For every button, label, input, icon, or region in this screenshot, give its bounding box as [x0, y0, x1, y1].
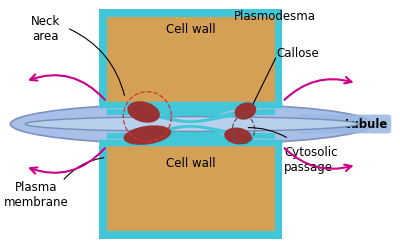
Ellipse shape [124, 125, 171, 145]
Text: Plasma
membrane: Plasma membrane [4, 181, 69, 209]
Ellipse shape [10, 104, 373, 144]
Text: Cell wall: Cell wall [166, 23, 216, 36]
Polygon shape [107, 125, 275, 139]
Ellipse shape [25, 117, 358, 131]
Bar [275, 9, 282, 102]
Text: Plasmodesma: Plasmodesma [233, 10, 315, 23]
Polygon shape [107, 109, 275, 123]
Bar [99, 9, 107, 102]
Bar [107, 146, 275, 239]
Bar [275, 146, 282, 239]
Text: Desmotubule: Desmotubule [301, 118, 388, 130]
Ellipse shape [127, 101, 160, 123]
Bar [99, 9, 282, 17]
Bar [99, 146, 107, 239]
Bar [99, 231, 282, 239]
Polygon shape [99, 121, 282, 146]
Bar [107, 9, 275, 102]
Ellipse shape [234, 102, 256, 120]
Polygon shape [99, 102, 282, 127]
Text: Callose: Callose [277, 47, 320, 60]
Ellipse shape [224, 127, 252, 145]
Text: Neck
area: Neck area [31, 15, 60, 43]
Text: Cytosolic
passage: Cytosolic passage [284, 146, 338, 174]
Text: Cell wall: Cell wall [166, 157, 216, 170]
